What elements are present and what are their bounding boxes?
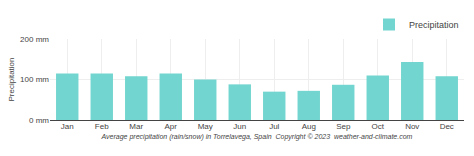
svg-text:0 mm: 0 mm bbox=[29, 116, 49, 125]
svg-text:Feb: Feb bbox=[95, 122, 109, 131]
svg-text:Average precipitation (rain/sn: Average precipitation (rain/snow) in Tor… bbox=[101, 133, 413, 141]
svg-text:100 mm: 100 mm bbox=[20, 75, 49, 84]
svg-text:Jul: Jul bbox=[269, 122, 279, 131]
svg-text:Aug: Aug bbox=[302, 122, 316, 131]
svg-text:Precipitation: Precipitation bbox=[409, 20, 459, 30]
svg-text:Dec: Dec bbox=[440, 122, 454, 131]
svg-text:Sep: Sep bbox=[336, 122, 351, 131]
svg-text:Mar: Mar bbox=[129, 122, 143, 131]
svg-text:Nov: Nov bbox=[405, 122, 419, 131]
svg-text:Apr: Apr bbox=[165, 122, 178, 131]
svg-text:Jun: Jun bbox=[233, 122, 246, 131]
svg-text:200 mm: 200 mm bbox=[20, 35, 49, 44]
svg-text:Precipitation: Precipitation bbox=[7, 57, 16, 101]
svg-text:Jan: Jan bbox=[61, 122, 74, 131]
svg-text:Oct: Oct bbox=[372, 122, 385, 131]
svg-text:May: May bbox=[198, 122, 213, 131]
